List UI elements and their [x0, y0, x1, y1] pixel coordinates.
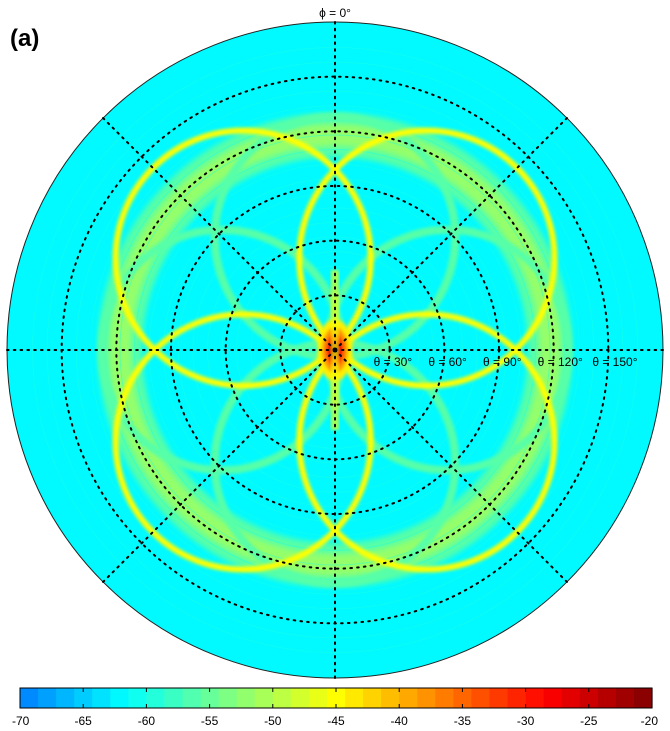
ripple-ring [134, 149, 536, 551]
colorbar-swatch [543, 688, 563, 708]
azimuth-gridline [334, 349, 568, 583]
colorbar-swatch [435, 688, 454, 708]
lobe-arc [112, 127, 374, 389]
ripple-ring [32, 47, 638, 653]
azimuth-gridline [102, 117, 336, 351]
colorbar-swatch [20, 688, 39, 708]
colorbar-tick-label: -50 [264, 714, 282, 728]
colorbar-swatch [110, 688, 129, 708]
radial-tick-label: θ = 60° [428, 355, 467, 369]
colorbar-swatch [218, 688, 238, 708]
colorbar-swatch [38, 688, 57, 708]
colorbar-swatch [579, 688, 599, 708]
colorbar-tick-label: -65 [75, 714, 93, 728]
radial-tick-label: θ = 90° [483, 355, 522, 369]
colorbar-tick-label: -60 [138, 714, 156, 728]
colorbar-swatch [615, 688, 635, 708]
colorbar-swatches [20, 688, 653, 708]
colorbar-swatch [272, 688, 292, 708]
colorbar-swatch [200, 688, 220, 708]
ripple-ring [206, 221, 464, 479]
colorbar-swatch [417, 688, 436, 708]
colorbar-swatch [128, 688, 147, 708]
colorbar-swatch [92, 688, 111, 708]
lobe-arc [296, 127, 558, 389]
colorbar-swatch [345, 688, 364, 708]
colorbar-swatch [146, 688, 166, 708]
ripple-ring [119, 134, 551, 566]
polar-grid [6, 21, 664, 679]
radial-tick-label: θ = 30° [374, 355, 413, 369]
colorbar-tick-label: -40 [391, 714, 409, 728]
ripple-ring [221, 236, 449, 464]
colorbar-tick-label: -70 [12, 714, 30, 728]
colorbar-swatch [525, 688, 545, 708]
colorbar-swatch [381, 688, 400, 708]
azimuth-label: ϕ = 0° [319, 6, 351, 20]
colorbar-tick-label: -35 [454, 714, 472, 728]
radial-tick-labels: θ = 30° θ = 60° θ = 90° θ = 120° θ = 150° [374, 355, 638, 369]
colorbar-tick-label: -55 [201, 714, 219, 728]
colorbar-swatch [507, 688, 527, 708]
colorbar-swatch [633, 688, 653, 708]
colorbar-ticks: -70 -65 -60 -55 -50 -45 -40 -35 -30 -25 -20 [12, 688, 658, 728]
colorbar-swatch [56, 688, 75, 708]
radial-tick-label: θ = 150° [592, 355, 637, 369]
azimuth-gridline [334, 117, 568, 351]
colorbar-swatch [399, 688, 418, 708]
colorbar: -70 -65 -60 -55 -50 -45 -40 -35 -30 -25 -20 [12, 687, 658, 728]
colorbar-swatch [74, 688, 93, 708]
radial-tick-label: θ = 120° [538, 355, 583, 369]
colorbar-swatch [326, 688, 346, 708]
colorbar-swatch [561, 688, 581, 708]
colorbar-swatch [290, 688, 310, 708]
colorbar-swatch [236, 688, 256, 708]
colorbar-swatch [489, 688, 509, 708]
colorbar-swatch [453, 688, 473, 708]
colorbar-swatch [471, 688, 491, 708]
ripple-ring [236, 251, 434, 449]
azimuth-gridline [102, 349, 336, 583]
colorbar-swatch [164, 688, 184, 708]
outer-ring-band [108, 123, 562, 577]
colorbar-swatch [597, 688, 617, 708]
colorbar-swatch [182, 688, 202, 708]
lobe-arc [112, 311, 374, 573]
colorbar-tick-label: -20 [641, 714, 659, 728]
panel-label: (a) [10, 25, 39, 52]
colorbar-tick-label: -45 [327, 714, 345, 728]
lobe-arc [296, 311, 558, 573]
colorbar-tick-label: -30 [517, 714, 535, 728]
colorbar-swatch [308, 688, 328, 708]
colorbar-swatch [363, 688, 382, 708]
colorbar-tick-label: -25 [580, 714, 598, 728]
colorbar-swatch [254, 688, 274, 708]
